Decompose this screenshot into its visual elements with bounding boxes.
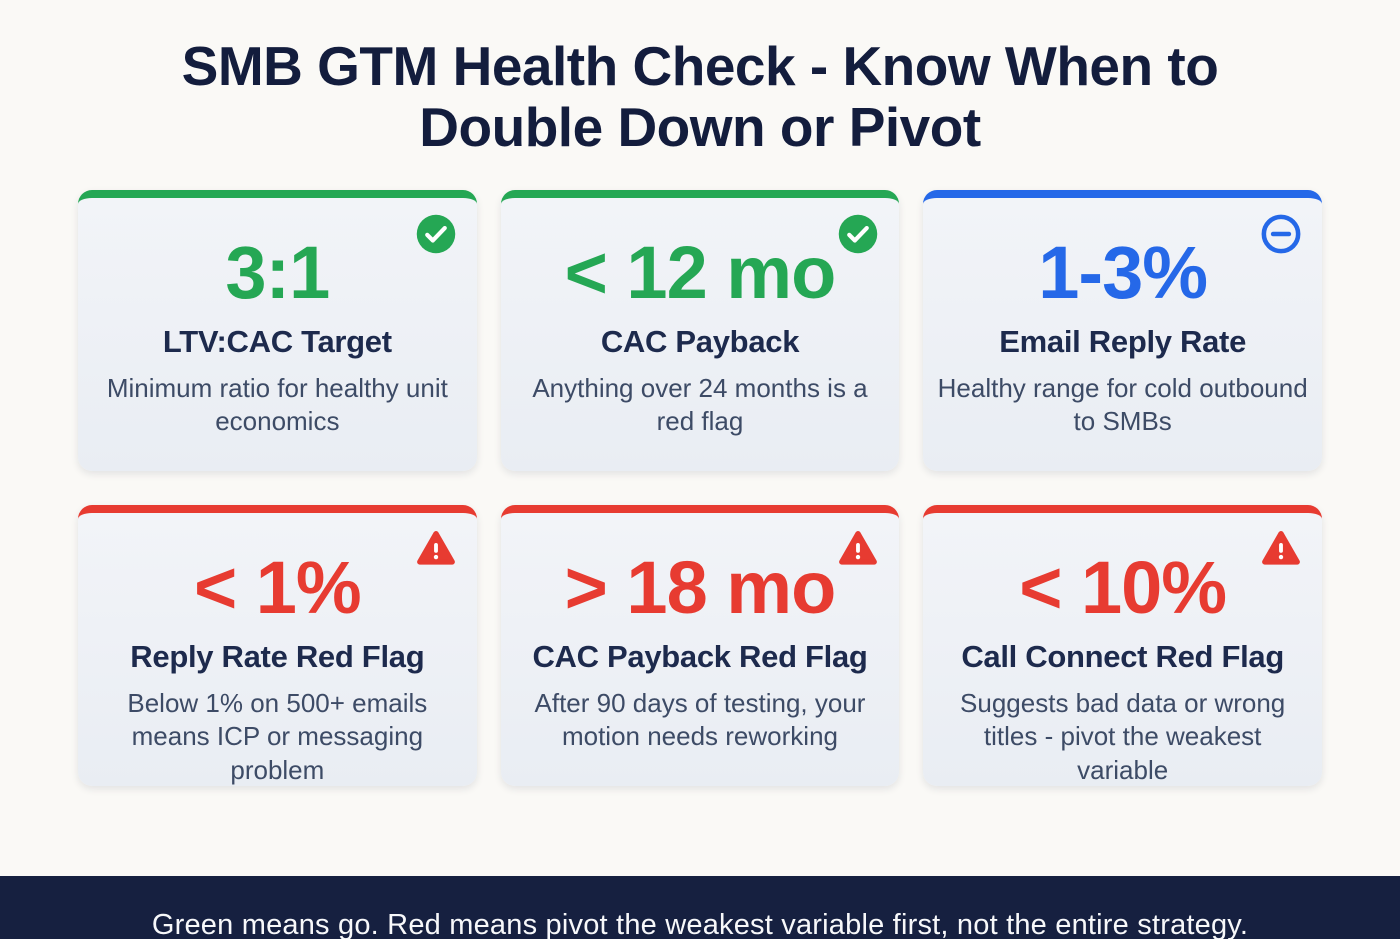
card-call-connect-red-flag: < 10% Call Connect Red Flag Suggests bad… (923, 505, 1322, 786)
check-circle-icon (837, 213, 879, 255)
warning-triangle-icon (837, 528, 879, 570)
metrics-grid: 3:1 LTV:CAC Target Minimum ratio for hea… (0, 190, 1400, 786)
metric-value: < 10% (1019, 546, 1227, 629)
metric-description: After 90 days of testing, your motion ne… (534, 687, 866, 752)
metric-title: Email Reply Rate (999, 323, 1247, 359)
metric-title: Reply Rate Red Flag (130, 638, 425, 674)
metric-title: Call Connect Red Flag (961, 638, 1284, 674)
metric-value: 1-3% (1038, 231, 1208, 314)
metric-description: Anything over 24 months is a red flag (532, 372, 868, 437)
metric-description: Suggests bad data or wrong titles - pivo… (960, 687, 1286, 786)
footer-banner: Green means go. Red means pivot the weak… (0, 876, 1400, 939)
card-cac-payback-red-flag: > 18 mo CAC Payback Red Flag After 90 da… (500, 505, 900, 786)
card-ltv-cac-target: 3:1 LTV:CAC Target Minimum ratio for hea… (78, 190, 477, 471)
minus-circle-icon (1260, 213, 1302, 255)
warning-triangle-icon (415, 528, 457, 570)
card-email-reply-rate: 1-3% Email Reply Rate Healthy range for … (923, 190, 1322, 471)
metric-description: Below 1% on 500+ emails means ICP or mes… (127, 687, 428, 786)
metric-value: 3:1 (225, 231, 330, 314)
metric-value: < 1% (193, 546, 362, 629)
metric-title: CAC Payback (600, 323, 800, 359)
card-cac-payback: < 12 mo CAC Payback Anything over 24 mon… (500, 190, 900, 471)
check-circle-icon (415, 213, 457, 255)
page-title: SMB GTM Health Check - Know When to Doub… (181, 35, 1219, 158)
metric-value: > 18 mo (564, 546, 837, 629)
metric-title: LTV:CAC Target (162, 323, 392, 359)
metric-description: Minimum ratio for healthy unit economics (106, 372, 448, 437)
metric-title: CAC Payback Red Flag (532, 638, 868, 674)
metric-description: Healthy range for cold outbound to SMBs (937, 372, 1308, 437)
metric-value: < 12 mo (564, 231, 837, 314)
footer-text: Green means go. Red means pivot the weak… (151, 909, 1249, 939)
warning-triangle-icon (1260, 528, 1302, 570)
card-reply-rate-red-flag: < 1% Reply Rate Red Flag Below 1% on 500… (78, 505, 477, 786)
